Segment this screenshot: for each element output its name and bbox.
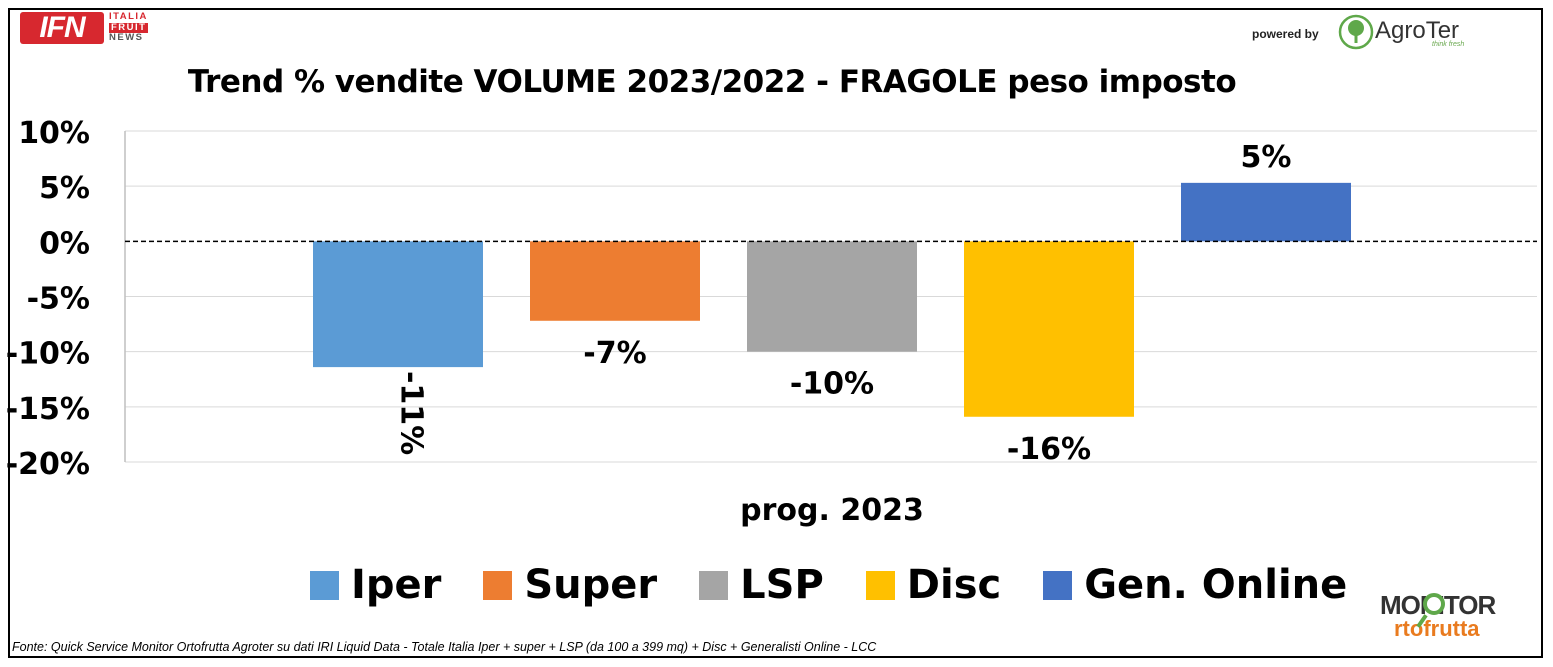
ifn-logo: IFN ITALIA FRUIT NEWS <box>20 11 170 46</box>
legend-label: Disc <box>906 562 1002 608</box>
data-label: -16% <box>1007 432 1091 467</box>
magnifier-icon <box>1423 593 1445 615</box>
data-label: -11% <box>394 371 429 455</box>
agroter-tree-icon <box>1338 14 1374 50</box>
data-label: 5% <box>1241 140 1292 175</box>
monitor-ortofrutta-logo: MONITOR rtofrutta <box>1380 592 1540 642</box>
legend-swatch <box>310 570 339 600</box>
legend-item: Disc <box>865 562 1002 608</box>
legend-item: LSP <box>699 562 824 608</box>
legend-label: Iper <box>351 562 442 608</box>
ifn-logo-text: ITALIA FRUIT NEWS <box>109 11 179 44</box>
monitor-logo-line2: rtofrutta <box>1394 616 1480 641</box>
bar-gen-online <box>1181 182 1351 242</box>
ifn-logo-line2: FRUIT <box>109 21 149 33</box>
agroter-logo-name: AgroTer <box>1375 17 1460 44</box>
agroter-logo-tagline: think fresh <box>1432 41 1465 48</box>
y-tick-label: -15% <box>6 392 90 427</box>
bar-disc <box>964 241 1134 417</box>
y-tick-label: 0% <box>39 226 90 261</box>
legend-label: Super <box>524 562 658 608</box>
y-tick-label: 10% <box>18 116 90 151</box>
y-tick-label: -20% <box>6 447 90 482</box>
bar-iper <box>313 241 483 368</box>
legend-swatch <box>483 570 513 600</box>
legend-swatch <box>699 570 729 600</box>
bar-lsp <box>747 241 917 352</box>
data-label: -10% <box>790 367 874 402</box>
ifn-logo-line1: ITALIA <box>109 11 148 22</box>
legend-swatch <box>865 570 895 600</box>
legend-item: Gen. Online <box>1043 562 1347 608</box>
legend-swatch <box>1043 570 1073 600</box>
y-tick-label: 5% <box>39 171 90 206</box>
monitor-logo-line1: MONITOR <box>1380 592 1540 618</box>
legend-item: Iper <box>310 562 441 608</box>
x-axis-label: prog. 2023 <box>740 493 924 528</box>
legend-label: Gen. Online <box>1084 562 1348 608</box>
legend-item: Super <box>483 562 657 608</box>
chart-title: Trend % vendite VOLUME 2023/2022 - FRAGO… <box>187 64 1237 100</box>
powered-by-label: powered by <box>1252 27 1319 41</box>
legend-label: LSP <box>740 562 824 608</box>
bar-super <box>530 241 700 321</box>
data-label: -7% <box>583 336 646 371</box>
ifn-logo-mark: IFN <box>20 12 104 44</box>
chart-legend: Iper Super LSP Disc Gen. Online <box>310 560 1389 610</box>
y-tick-label: -10% <box>6 337 90 372</box>
y-tick-label: -5% <box>27 282 90 317</box>
ifn-logo-line3: NEWS <box>109 32 144 43</box>
source-footnote: Fonte: Quick Service Monitor Ortofrutta … <box>12 640 877 654</box>
